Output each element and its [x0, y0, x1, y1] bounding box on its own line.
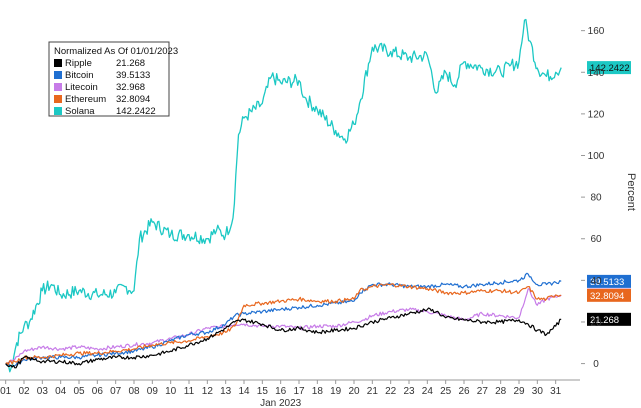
x-tick-label: 02: [18, 386, 30, 397]
x-tick-label: 13: [220, 386, 232, 397]
x-axis: 01 02 03 04 05 06 07 08 09 10 11 12 13 14 15 16 17 18 19 20…: [0, 379, 580, 408]
x-tick-label: 26: [458, 386, 470, 397]
x-tick-label: 15: [257, 386, 269, 397]
x-tick-label: 24: [422, 386, 434, 397]
legend-series-value: 39.5133: [116, 70, 150, 81]
y-tick-label: 80: [590, 193, 602, 204]
tag-background: [587, 288, 631, 302]
y-tick-label: 140: [588, 68, 605, 79]
x-tick-label: 20: [348, 386, 360, 397]
series-line-ethereum: [5, 283, 562, 366]
x-tick-label: 22: [385, 386, 397, 397]
plot-lines: [5, 18, 562, 373]
x-tick-label: 18: [312, 386, 324, 397]
legend-series-name: Ethereum: [65, 94, 106, 105]
legend-series-name: Solana: [65, 106, 95, 117]
y-axis-title: Percent: [625, 173, 637, 211]
legend-series-value: 32.8094: [116, 94, 150, 105]
x-tick-label: 01: [0, 386, 12, 397]
legend-series-value: 142.2422: [116, 106, 156, 117]
last-value-tag-bitcoin: 39.5133: [587, 274, 631, 288]
tag-background: [587, 274, 631, 288]
x-tick-label: 14: [238, 386, 250, 397]
x-tick-label: 30: [532, 386, 544, 397]
legend-swatch: [54, 83, 62, 91]
series-line-litecoin: [5, 288, 562, 366]
legend-item-ethereum: Ethereum 32.8094: [54, 94, 150, 105]
series-line-bitcoin: [5, 272, 562, 367]
legend-series-value: 32.968: [116, 82, 145, 93]
x-tick-label: 08: [128, 386, 140, 397]
y-tick-label: 100: [588, 151, 605, 162]
x-tick-label: 03: [37, 386, 49, 397]
legend-swatch: [54, 59, 62, 67]
y-tick-label: 120: [588, 109, 605, 120]
legend-series-name: Ripple: [65, 58, 92, 69]
y-axis: 0 20 40 60 80 100 120 140 160 Percent: [581, 26, 637, 370]
legend-swatch: [54, 71, 62, 79]
last-value-tag-solana: 142.2422: [587, 61, 631, 75]
legend-series-value: 21.268: [116, 58, 145, 69]
series-line-ripple: [5, 307, 562, 369]
x-tick-label: 23: [403, 386, 415, 397]
legend-item-bitcoin: Bitcoin 39.5133: [54, 70, 150, 81]
x-axis-title: Jan 2023: [260, 398, 302, 408]
last-value-tag-ripple: 21.268: [587, 312, 631, 326]
x-tick-label: 31: [550, 386, 562, 397]
legend-item-ripple: Ripple 21.268: [54, 58, 145, 69]
y-tick-label: 60: [590, 234, 602, 245]
x-tick-label: 06: [92, 386, 104, 397]
legend-series-name: Litecoin: [65, 82, 98, 93]
x-tick-label: 17: [293, 386, 305, 397]
tag-value: 39.5133: [590, 277, 624, 288]
x-tick-label: 19: [330, 386, 342, 397]
y-tick-label: 160: [588, 26, 605, 37]
x-tick-label: 28: [495, 386, 507, 397]
legend-item-solana: Solana 142.2422: [54, 106, 156, 117]
x-tick-label: 07: [110, 386, 122, 397]
legend-box: [48, 41, 170, 117]
tag-value: 142.2422: [590, 63, 630, 74]
x-tick-label: 21: [367, 386, 379, 397]
x-tick-label: 25: [440, 386, 452, 397]
legend-title: Normalized As Of 01/01/2023: [54, 46, 178, 57]
x-tick-label: 16: [275, 386, 287, 397]
y-tick-label: 0: [593, 359, 599, 370]
x-tick-label: 29: [513, 386, 525, 397]
x-tick-label: 11: [184, 386, 195, 397]
x-tick-label: 09: [147, 386, 159, 397]
x-tick-label: 10: [165, 386, 177, 397]
legend-series-name: Bitcoin: [65, 70, 94, 81]
tag-value: 21.268: [590, 315, 619, 326]
legend-swatch: [54, 107, 62, 115]
last-value-tag-ethereum: 32.8094: [587, 288, 631, 302]
tag-value: 32.8094: [590, 291, 624, 302]
x-tick-label: 04: [55, 386, 67, 397]
x-tick-label: 27: [477, 386, 489, 397]
x-tick-label: 05: [73, 386, 85, 397]
tag-background: [587, 61, 631, 75]
tag-background: [587, 312, 631, 326]
x-tick-label: 12: [202, 386, 214, 397]
y-tick-label: 20: [590, 317, 602, 328]
legend-swatch: [54, 95, 62, 103]
legend-item-litecoin: Litecoin 32.968: [54, 82, 145, 93]
y-tick-label: 40: [590, 276, 602, 287]
series-line-solana: [5, 18, 562, 373]
